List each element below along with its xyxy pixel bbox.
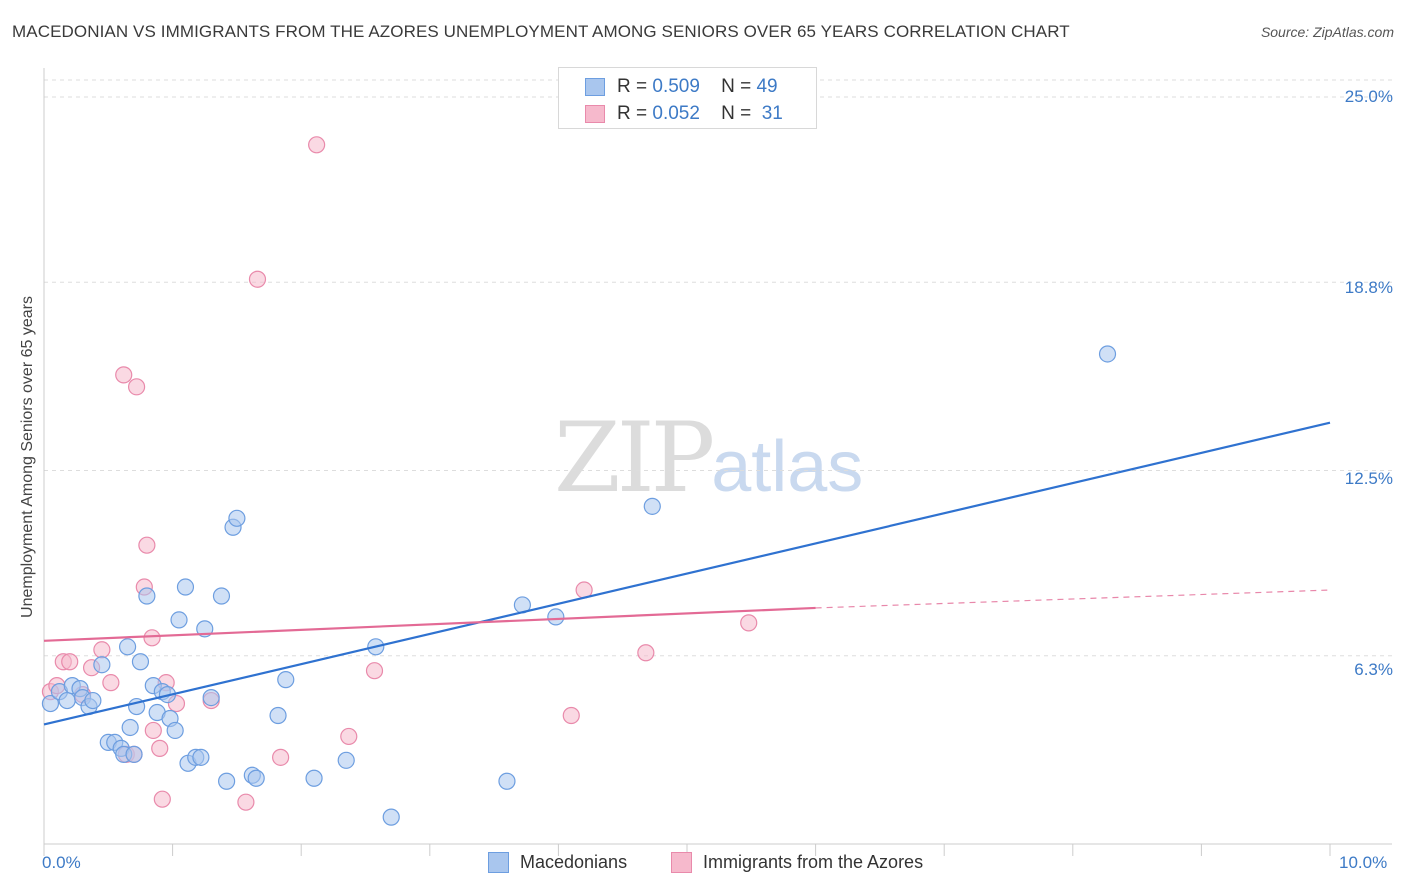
macedonian-point [202, 688, 220, 707]
azores-point [115, 366, 133, 384]
azores-point [127, 378, 146, 396]
macedonian-point [176, 578, 195, 596]
macedonian-point [170, 611, 188, 629]
macedonian-point [547, 608, 565, 626]
watermark: ZIPatlas [554, 402, 863, 514]
legend-swatch-blue [488, 852, 509, 873]
azores-point [102, 674, 120, 692]
y-tick-label-6-3: 6.3% [1354, 660, 1393, 679]
legend-swatch-pink [671, 852, 692, 873]
macedonian-point [125, 745, 143, 763]
watermark-atlas: atlas [711, 427, 864, 507]
azores-point [740, 614, 758, 632]
macedonian-point [58, 691, 76, 710]
y-tick-label-25: 25.0% [1344, 87, 1393, 106]
y-axis-label: Unemployment Among Seniors over 65 years [19, 296, 36, 618]
azores-point [237, 793, 255, 811]
x-tick-label-max: 10.0% [1339, 853, 1388, 872]
macedonian-point [131, 653, 150, 671]
x-tick-label-min: 0.0% [42, 853, 81, 872]
azores-point [248, 270, 267, 288]
macedonian-point [93, 656, 111, 674]
source-credit: Source: ZipAtlas.com [1260, 24, 1394, 40]
azores-point [151, 739, 169, 757]
macedonian-trend-line [43, 421, 1331, 726]
macedonian-point [277, 671, 295, 689]
azores-point [144, 721, 162, 740]
legend-item-azores: Immigrants from the Azores [671, 852, 923, 873]
legend-n-value: 49 [756, 76, 778, 97]
macedonian-point [41, 694, 60, 713]
macedonian-point [305, 769, 323, 787]
legend-n-label: N = [721, 76, 752, 97]
macedonian-point [84, 691, 102, 710]
azores-point [340, 727, 358, 746]
azores-trend-extension [815, 589, 1331, 609]
legend-r-value: 0.052 [652, 103, 700, 124]
chart-title: MACEDONIAN VS IMMIGRANTS FROM THE AZORES… [12, 22, 1070, 41]
y-tick-label-12-5: 12.5% [1344, 469, 1393, 488]
macedonian-point [212, 587, 231, 605]
macedonian-point [118, 638, 137, 656]
legend-row-azores: R = 0.052 N = 31 [585, 102, 783, 126]
correlation-legend: R = 0.509 N = 49 R = 0.052 N = 31 [558, 67, 817, 129]
y-tick-label-18-8: 18.8% [1344, 278, 1393, 297]
macedonian-point [337, 751, 355, 769]
macedonian-point [192, 748, 210, 766]
macedonian-point [166, 721, 184, 740]
legend-item-macedonians: Macedonians [488, 852, 627, 873]
legend-swatch-pink [585, 105, 605, 123]
macedonian-point [643, 497, 661, 515]
macedonian-point [247, 769, 265, 787]
azores-point [153, 790, 171, 808]
macedonian-point [269, 706, 287, 725]
azores-trend-line [43, 606, 816, 642]
macedonian-point [228, 509, 246, 527]
azores-point [93, 641, 111, 659]
legend-r-value: 0.509 [652, 76, 700, 97]
azores-point [138, 536, 156, 554]
azores-point [143, 629, 161, 647]
legend-r-label: R = [617, 103, 648, 124]
watermark-zip: ZIP [554, 402, 715, 514]
legend-swatch-blue [585, 78, 605, 96]
legend-label-macedonians: Macedonians [520, 852, 628, 872]
macedonian-point [218, 772, 236, 790]
macedonian-point [498, 772, 516, 790]
azores-point [272, 748, 290, 766]
legend-row-macedonians: R = 0.509 N = 49 [585, 75, 778, 99]
azores-point [637, 644, 655, 662]
legend-n-value: 31 [761, 103, 783, 124]
series-legend: Macedonians Immigrants from the Azores [0, 852, 1406, 876]
macedonian-point [1098, 345, 1117, 363]
azores-point [365, 662, 384, 680]
legend-n-label: N = [721, 103, 752, 124]
legend-label-azores: Immigrants from the Azores [703, 852, 924, 872]
macedonian-point [121, 718, 139, 737]
azores-point [308, 136, 326, 154]
azores-point [562, 706, 580, 725]
azores-point [61, 653, 79, 671]
macedonian-point [138, 587, 156, 605]
macedonian-point [382, 808, 400, 826]
legend-r-label: R = [617, 76, 648, 97]
